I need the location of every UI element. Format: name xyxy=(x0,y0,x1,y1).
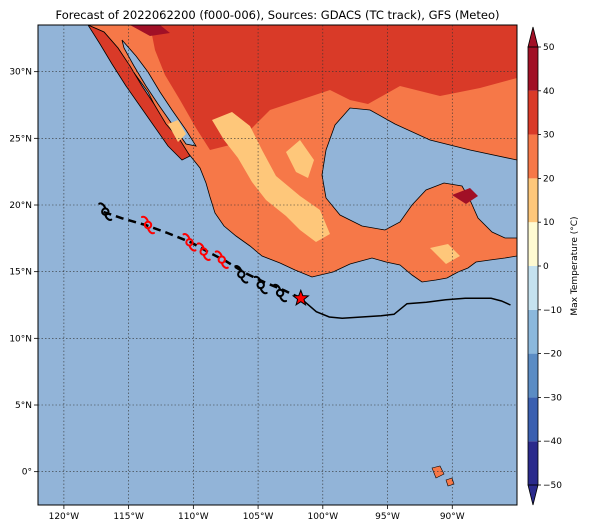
very-hot-zone-north xyxy=(130,25,170,36)
lon-tick-label: 90°W xyxy=(440,512,465,522)
colorbar-extend-max xyxy=(527,26,539,48)
colorbar-segment xyxy=(528,90,538,135)
cyclone-icon xyxy=(196,242,211,261)
colorbar-segment xyxy=(528,134,538,179)
colorbar-segment xyxy=(528,353,538,398)
mild-zone-baja xyxy=(168,120,186,142)
colorbar-tick-label: 0 xyxy=(543,262,549,272)
track-past-line xyxy=(300,297,511,320)
tc-track xyxy=(98,202,511,320)
colorbar: −50 −40 −30 −20 −10 0 10 20 30 40 50 xyxy=(527,26,562,506)
longitude-ticks: 120°W 115°W 110°W 105°W 100°W 95°W 90°W xyxy=(49,505,465,522)
latitude-ticks: 0° 5°N 10°N 15°N 20°N 25°N 30°N xyxy=(9,68,38,478)
lat-tick-label: 0° xyxy=(22,468,32,478)
lat-tick-label: 30°N xyxy=(9,68,32,78)
lat-tick-label: 5°N xyxy=(15,401,32,411)
lat-tick-label: 15°N xyxy=(9,268,32,278)
colorbar-extend-min xyxy=(527,484,539,506)
cyclone-icon xyxy=(98,202,113,221)
colorbar-tick-label: 30 xyxy=(543,131,555,141)
cyclone-icon xyxy=(253,275,268,295)
gulf-of-california xyxy=(121,39,197,147)
colorbar-tick-label: 10 xyxy=(543,218,555,228)
colorbar-segment xyxy=(528,222,538,266)
islands-galapagos xyxy=(431,465,455,487)
mild-zone-plateau xyxy=(286,140,314,178)
colorbar-segment xyxy=(528,47,538,91)
colorbar-tick-label: −30 xyxy=(543,393,562,403)
colorbar-tick-label: 50 xyxy=(543,43,555,53)
colorbar-tick-label: −40 xyxy=(543,437,562,447)
lon-tick-label: 110°W xyxy=(178,512,209,522)
colorbar-segment xyxy=(528,266,538,310)
colorbar-tick-label: −10 xyxy=(543,306,562,316)
star-icon xyxy=(291,288,310,306)
cyclone-icon xyxy=(182,233,197,252)
lon-tick-label: 120°W xyxy=(49,512,80,522)
colorbar-segment xyxy=(528,441,538,485)
lon-tick-label: 115°W xyxy=(113,512,144,522)
map-frame xyxy=(37,24,518,506)
cyclone-icon xyxy=(234,265,249,284)
colorbar-label: Max Temperature (°C) xyxy=(570,216,580,315)
lat-tick-label: 20°N xyxy=(9,201,32,211)
gridlines xyxy=(38,25,517,505)
lon-tick-label: 105°W xyxy=(243,512,274,522)
colorbar-tick-label: 20 xyxy=(543,174,555,184)
colorbar-tick-label: −50 xyxy=(543,481,562,491)
colorbar-segment xyxy=(528,309,538,354)
cyclone-icon xyxy=(273,283,288,303)
hot-zone-north xyxy=(150,25,517,150)
mild-zone-sierra xyxy=(212,112,330,242)
cyclone-icon xyxy=(214,250,229,269)
colorbar-tick-label: 40 xyxy=(543,87,555,97)
lat-tick-label: 25°N xyxy=(9,134,32,144)
colorbar-segment xyxy=(528,397,538,442)
baja-california xyxy=(87,25,191,161)
gulf-of-mexico xyxy=(321,107,517,239)
colorbar-segment xyxy=(528,178,538,223)
very-hot-zone-yucatan xyxy=(452,188,478,204)
lon-tick-label: 100°W xyxy=(308,512,339,522)
colorbar-tick-label: −20 xyxy=(543,350,562,360)
map-title: Forecast of 2022062200 (f000-006), Sourc… xyxy=(55,8,500,22)
lon-tick-label: 95°W xyxy=(375,512,400,522)
cyclone-icon xyxy=(141,215,155,235)
lat-tick-label: 10°N xyxy=(9,334,32,344)
